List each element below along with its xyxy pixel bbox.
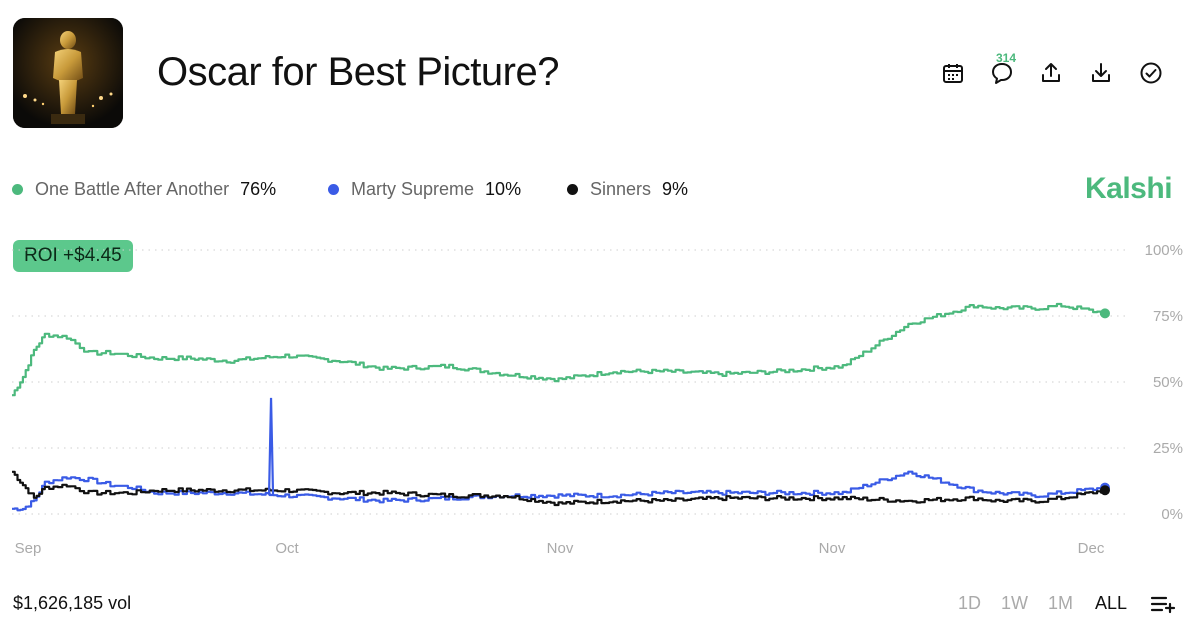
legend-dot [567, 184, 578, 195]
x-tick-label: Dec [1078, 540, 1105, 557]
kalshi-logo: Kalshi [1085, 172, 1173, 205]
legend-value: 9% [662, 179, 689, 199]
y-tick-label: 25% [1153, 440, 1183, 457]
legend-name: One Battle After Another [35, 179, 230, 199]
volume-label: $1,626,185 vol [13, 593, 132, 613]
range-1d-button[interactable]: 1D [958, 593, 982, 613]
y-tick-label: 50% [1153, 374, 1183, 391]
series-line-sinners [12, 470, 1107, 507]
market-thumbnail [13, 18, 123, 128]
x-tick-label: Nov [547, 540, 574, 557]
legend-dot [12, 184, 23, 195]
legend-item-sinners[interactable]: Sinners 9% [567, 179, 688, 200]
oscar-statue-image [13, 18, 123, 128]
series-line-one-battle-after-another [12, 302, 1107, 397]
legend-item-marty-supreme[interactable]: Marty Supreme 10% [328, 179, 521, 200]
share-button[interactable] [1036, 58, 1066, 88]
range-1m-button[interactable]: 1M [1048, 593, 1074, 613]
list-add-icon [1150, 596, 1176, 614]
legend-item-one-battle[interactable]: One Battle After Another 76% [12, 179, 276, 200]
price-history-chart: 100% 75% 50% 25% 0% Sep Oct Nov Nov Dec [12, 242, 1183, 557]
range-all-button[interactable]: ALL [1095, 593, 1128, 613]
comment-count-badge: 314 [996, 51, 1017, 65]
page-title: Oscar for Best Picture? [157, 50, 559, 94]
x-tick-label: Sep [15, 540, 42, 557]
y-tick-label: 100% [1145, 242, 1183, 259]
y-tick-label: 0% [1161, 506, 1183, 523]
legend-name: Marty Supreme [351, 179, 475, 199]
calendar-icon [943, 64, 963, 83]
series-endpoint-one-battle-after-another [1100, 308, 1110, 319]
series-spike [267, 397, 275, 495]
download-button[interactable] [1086, 58, 1116, 88]
x-tick-label: Nov [819, 540, 846, 557]
legend-value: 76% [240, 179, 277, 199]
range-1w-button[interactable]: 1W [1001, 593, 1028, 613]
resolve-check-button[interactable] [1136, 58, 1166, 88]
legend-name: Sinners [590, 179, 652, 199]
legend-value: 10% [485, 179, 522, 199]
legend-dot [328, 184, 339, 195]
series-endpoint-sinners [1100, 485, 1110, 496]
download-icon [1092, 63, 1110, 82]
series-line-marty-supreme [12, 470, 1107, 512]
check-circle-icon [1140, 62, 1162, 84]
calendar-button[interactable] [938, 58, 968, 88]
comment-icon [992, 63, 1012, 84]
add-to-list-button[interactable] [1150, 592, 1176, 614]
comments-button[interactable] [987, 58, 1017, 88]
share-upload-icon [1042, 63, 1060, 82]
x-tick-label: Oct [275, 540, 299, 557]
y-tick-label: 75% [1153, 308, 1183, 325]
